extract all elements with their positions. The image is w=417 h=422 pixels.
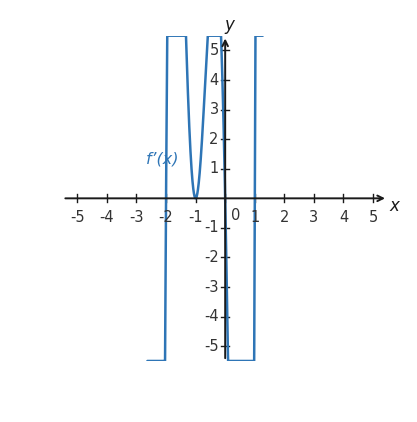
Text: 5: 5 (209, 43, 219, 58)
Text: -5: -5 (204, 339, 219, 354)
Text: 1: 1 (209, 161, 219, 176)
Text: 1: 1 (250, 210, 259, 225)
Text: x: x (389, 197, 399, 215)
Text: 4: 4 (209, 73, 219, 87)
Text: 2: 2 (280, 210, 289, 225)
Text: 3: 3 (309, 210, 319, 225)
Text: -2: -2 (204, 250, 219, 265)
Text: -4: -4 (204, 309, 219, 324)
Text: -1: -1 (204, 220, 219, 235)
Text: -5: -5 (70, 210, 85, 225)
Text: 3: 3 (210, 102, 219, 117)
Text: 0: 0 (231, 208, 240, 223)
Text: -1: -1 (188, 210, 203, 225)
Text: 2: 2 (209, 132, 219, 147)
Text: -4: -4 (100, 210, 114, 225)
Text: 4: 4 (339, 210, 348, 225)
Text: 5: 5 (368, 210, 378, 225)
Text: f’(x): f’(x) (146, 151, 180, 166)
Text: -2: -2 (158, 210, 173, 225)
Text: y: y (225, 16, 234, 34)
Text: -3: -3 (129, 210, 144, 225)
Text: -3: -3 (204, 279, 219, 295)
